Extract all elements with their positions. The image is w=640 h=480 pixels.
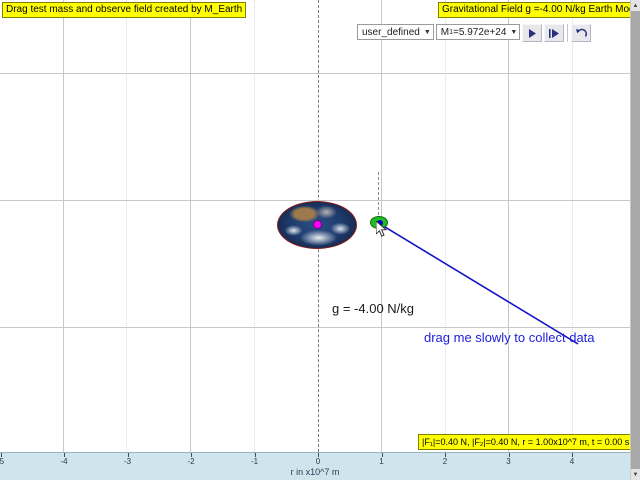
test-mass-guide-line [378, 172, 379, 220]
model-select-dropdown[interactable]: user_defined ▼ [357, 24, 434, 40]
x-axis-strip: -5 -4 -3 -2 -1 0 1 2 3 4 r in x10^7 m [0, 452, 630, 480]
mass-value-text: =5.972e+24 [453, 26, 507, 38]
gridline-horizontal [0, 200, 630, 201]
x-axis-tick-label: 4 [569, 457, 575, 466]
x-axis-tick [127, 453, 129, 457]
gridline-horizontal [0, 73, 630, 74]
gridline-vertical-minor [254, 0, 255, 452]
gridline-vertical-minor [572, 0, 573, 452]
step-button[interactable] [544, 24, 565, 42]
test-mass-center-marker [377, 220, 383, 226]
x-axis-tick-label: 2 [442, 457, 448, 466]
status-banner: |F₁|=0.40 N, |F₂|=0.40 N, r = 1.00x10^7 … [418, 434, 634, 450]
plot-canvas[interactable]: g = -4.00 N/kg drag me slowly to collect… [0, 0, 630, 452]
x-axis-tick-label: 3 [506, 457, 511, 466]
play-button[interactable] [522, 24, 543, 42]
reset-icon [575, 28, 587, 37]
instruction-banner: Drag test mass and observe field created… [2, 2, 247, 18]
x-axis-tick [508, 453, 510, 457]
x-axis-tick-label: 1 [379, 457, 384, 466]
x-axis-tick-label: 0 [315, 457, 321, 466]
x-axis-tick [445, 453, 446, 457]
mass-label-subscript: 1 [449, 28, 454, 36]
x-axis-tick [191, 453, 192, 457]
field-strength-label: g = -4.00 N/kg [332, 301, 415, 316]
x-axis-tick-label: -3 [123, 457, 132, 466]
x-axis-tick [64, 453, 65, 457]
mouse-cursor-icon [376, 221, 388, 237]
x-axis-tick-label: -4 [60, 457, 68, 466]
x-axis-tick [381, 453, 383, 457]
gridline-vertical [190, 0, 191, 452]
reset-button[interactable] [571, 24, 592, 42]
gridline-vertical [508, 0, 509, 452]
scroll-up-button[interactable]: ▲ [631, 0, 640, 11]
vertical-scrollbar[interactable]: ▲ ▼ [630, 0, 640, 480]
x-axis-tick [572, 453, 573, 457]
scroll-down-button[interactable]: ▼ [631, 469, 640, 480]
x-axis-tick-label: -1 [250, 457, 259, 466]
gridline-vertical-minor [445, 0, 446, 452]
gridline-horizontal [0, 327, 630, 328]
title-banner: Gravitational Field g =-4.00 N/kg Earth … [438, 2, 640, 18]
gridline-vertical [63, 0, 64, 452]
x-axis-tick [254, 453, 256, 457]
scrollbar-thumb[interactable] [631, 11, 640, 469]
x-axis-tick [0, 453, 2, 457]
x-axis-tick-label: -5 [0, 457, 5, 466]
earth-center-marker [313, 220, 322, 229]
gridline-vertical-minor [126, 0, 127, 452]
x-axis-tick-label: -2 [187, 457, 195, 466]
x-axis-tick [318, 453, 319, 457]
toolbar-separator [567, 24, 569, 42]
mass-label: M [440, 26, 450, 38]
drag-hint-label: drag me slowly to collect data [424, 330, 595, 345]
model-select-value: user_defined [362, 26, 420, 38]
chevron-down-icon: ▼ [510, 28, 518, 36]
play-icon [529, 28, 537, 38]
x-axis-title: r in x10^7 m [290, 467, 340, 477]
step-forward-icon [549, 28, 560, 38]
chevron-down-icon: ▼ [423, 28, 431, 36]
